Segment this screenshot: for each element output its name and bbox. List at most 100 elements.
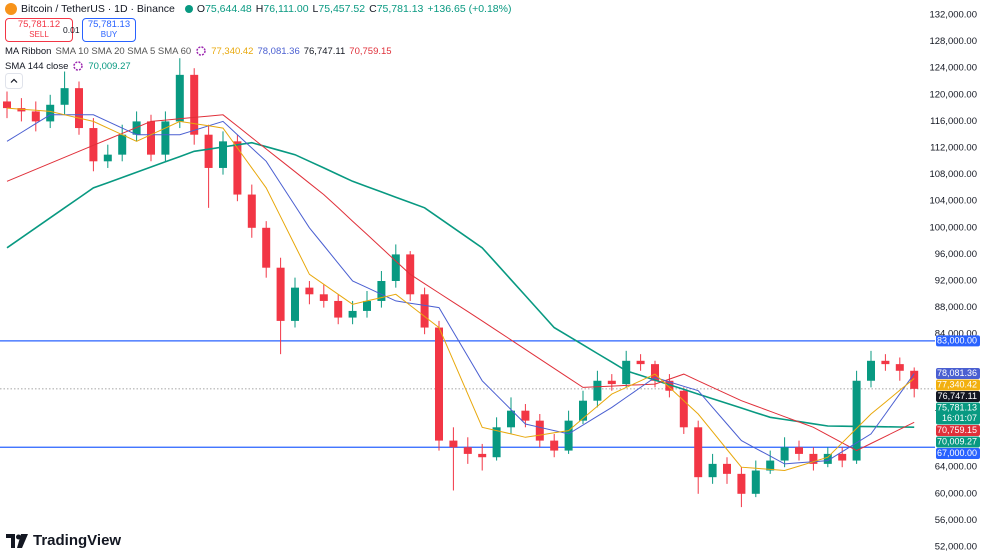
candle — [463, 437, 472, 464]
ribbon-legend[interactable]: MA Ribbon SMA 10 SMA 20 SMA 5 SMA 60 77,… — [5, 45, 392, 57]
price-badge-bg — [936, 368, 980, 380]
candle — [607, 374, 616, 391]
candle — [118, 124, 127, 162]
candle — [852, 370, 861, 464]
candle-body — [319, 294, 328, 301]
price-badge-bg — [936, 425, 980, 437]
candle — [305, 281, 314, 305]
candle — [881, 354, 890, 371]
candle — [507, 397, 515, 434]
candle — [175, 58, 184, 129]
candle-body — [118, 134, 127, 155]
candle-body — [535, 420, 544, 441]
y-tick-label: 120,000.00 — [929, 89, 977, 100]
candle — [219, 131, 227, 175]
candle — [478, 443, 487, 471]
ohlc-key: C — [369, 3, 377, 15]
candle-body — [3, 101, 11, 109]
candle — [795, 440, 803, 461]
collapse-button[interactable] — [5, 73, 23, 89]
candle-body — [132, 121, 141, 135]
candle-body — [579, 400, 587, 421]
candle — [204, 124, 213, 208]
candle — [737, 467, 746, 508]
candle — [449, 427, 458, 491]
candle — [276, 257, 285, 355]
y-tick-label: 124,000.00 — [929, 63, 977, 74]
price-badge-label: 67,000.00 — [937, 448, 977, 458]
moving-average-line — [6, 114, 915, 452]
candle — [435, 320, 443, 451]
candle — [535, 414, 544, 448]
moving-average-line — [6, 141, 915, 428]
logo-mark — [6, 533, 28, 548]
price-badge: 70,759.15 — [936, 425, 980, 437]
moving-average-line — [6, 114, 915, 465]
price-badge-label: 70,759.15 — [937, 425, 977, 435]
candle — [319, 284, 328, 308]
sma-legend[interactable]: SMA 144 close 70,009.27 — [5, 60, 131, 72]
price-badge: 77,340.42 — [936, 379, 980, 391]
order-qty[interactable]: 0.01 — [63, 25, 80, 35]
candle-body — [233, 141, 242, 195]
candle-body — [391, 254, 400, 281]
candle-body — [492, 427, 501, 458]
y-tick-label: 100,000.00 — [929, 222, 977, 233]
price-badge-bg — [936, 436, 980, 448]
candle — [233, 134, 242, 202]
settings-icon[interactable] — [195, 45, 207, 57]
price-badge-bg — [936, 448, 980, 460]
ohlc-value: 75,781.13 — [376, 3, 424, 15]
candle-body — [219, 141, 227, 168]
y-tick-label: 116,000.00 — [930, 116, 977, 127]
candle — [550, 433, 559, 458]
candle-body — [161, 121, 170, 155]
candle — [291, 277, 299, 328]
candle-body — [823, 453, 832, 464]
ohlc-item: H76,111.00 — [256, 3, 309, 15]
candle-body — [651, 364, 659, 381]
price-badge-bg — [936, 402, 980, 425]
symbol-title[interactable]: Bitcoin / TetherUS · 1D · Binance — [21, 3, 175, 15]
candle-body — [780, 447, 789, 461]
candle — [780, 437, 789, 468]
candle — [420, 287, 429, 335]
ribbon-value: 78,081.36 — [257, 45, 300, 57]
price-badge: 78,081.36 — [936, 368, 980, 380]
candle-body — [766, 460, 775, 471]
y-tick-label: 108,000.00 — [929, 169, 977, 180]
price-badge-label: 75,781.13 — [937, 403, 977, 413]
buy-button[interactable]: 75,781.13 BUY — [82, 18, 136, 42]
candle-body — [60, 88, 69, 105]
ribbon-value: 76,747.11 — [303, 45, 346, 57]
candle — [161, 111, 170, 162]
price-badge-bg — [936, 391, 980, 403]
candle — [910, 367, 919, 398]
moving-average-line — [6, 107, 915, 472]
price-badge-label: 77,340.42 — [937, 380, 977, 390]
candle — [363, 290, 371, 318]
candle-body — [334, 300, 343, 318]
sell-button[interactable]: 75,781.12 SELL — [5, 18, 73, 42]
logo-text: TradingView — [33, 532, 122, 549]
y-tick-label: 64,000.00 — [935, 462, 977, 473]
status-dot — [184, 5, 193, 13]
logo[interactable]: TradingView — [6, 532, 121, 549]
candle-body — [420, 294, 429, 328]
candle-body — [46, 104, 55, 122]
candle — [809, 447, 818, 471]
candle-body — [507, 410, 515, 428]
settings-icon[interactable] — [72, 60, 84, 72]
candle-body — [363, 300, 371, 311]
candle — [751, 460, 760, 498]
sma-value: 70,009.27 — [88, 60, 131, 72]
ohlc-value: 75,644.48 — [205, 3, 252, 15]
price-badge-label: 70,009.27 — [937, 437, 977, 447]
ribbon-value: 77,340.42 — [211, 45, 254, 57]
candle — [838, 447, 847, 468]
sell-label: SELL — [29, 30, 49, 39]
candle-body — [478, 453, 487, 458]
candle — [622, 350, 631, 388]
candle-body — [17, 108, 26, 112]
